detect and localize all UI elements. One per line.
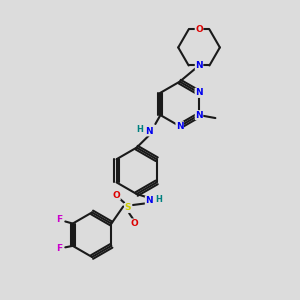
Text: N: N bbox=[195, 61, 203, 70]
Text: N: N bbox=[195, 111, 203, 120]
Text: H: H bbox=[136, 125, 143, 134]
Text: N: N bbox=[176, 122, 184, 131]
Text: N: N bbox=[145, 127, 152, 136]
Text: F: F bbox=[56, 215, 62, 224]
Text: O: O bbox=[112, 191, 120, 200]
Text: N: N bbox=[145, 196, 153, 205]
Text: S: S bbox=[124, 203, 131, 212]
Text: N: N bbox=[195, 88, 203, 97]
Text: F: F bbox=[56, 244, 62, 253]
Text: O: O bbox=[195, 25, 203, 34]
Text: H: H bbox=[155, 194, 162, 203]
Text: O: O bbox=[130, 219, 138, 228]
Text: N: N bbox=[195, 88, 203, 97]
